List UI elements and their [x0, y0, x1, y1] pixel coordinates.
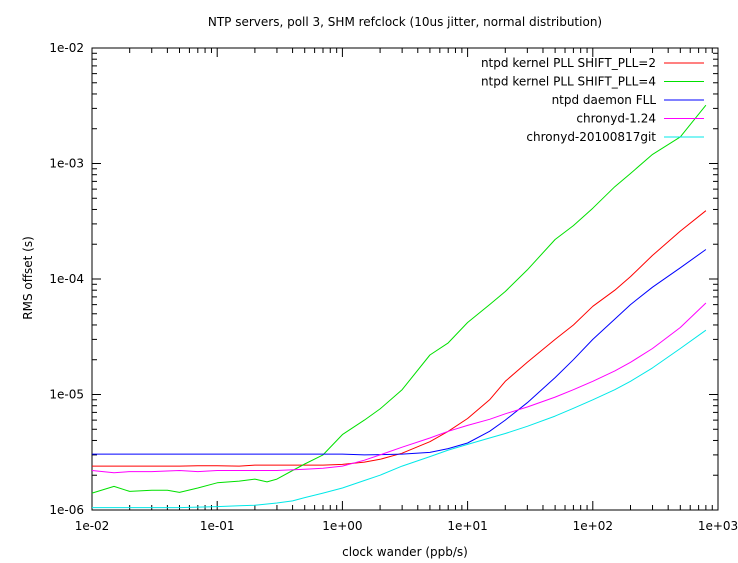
series-line-2	[91, 104, 707, 494]
x-tick-label: 1e+01	[447, 519, 487, 533]
x-tick-label: 1e+03	[698, 519, 738, 533]
series-line-1	[92, 210, 707, 467]
legend-label: chronyd-20100817git	[526, 130, 656, 144]
x-tick-label: 1e-01	[200, 519, 235, 533]
y-tick-label: 1e-06	[49, 503, 84, 517]
chart-title: NTP servers, poll 3, SHM refclock (10us …	[208, 15, 602, 29]
y-tick-label: 1e-03	[49, 157, 84, 171]
series-line-4	[91, 302, 707, 474]
x-tick-label: 1e-02	[75, 519, 110, 533]
y-axis-label: RMS offset (s)	[21, 236, 35, 320]
x-axis-label: clock wander (ppb/s)	[342, 545, 468, 559]
y-tick-label: 1e-04	[49, 272, 84, 286]
legend-label: ntpd kernel PLL SHIFT_PLL=4	[481, 75, 656, 89]
legend-label: ntpd kernel PLL SHIFT_PLL=2	[481, 56, 656, 70]
plot-area: 1e-02 1e-01 1e+00 1e+01 1e+02 1e+03 1e-06 1e-05…	[49, 41, 738, 533]
series-line-3	[92, 249, 707, 456]
series-line-5	[92, 329, 707, 509]
y-tick-label: 1e-05	[49, 388, 84, 402]
legend-label: ntpd daemon FLL	[552, 93, 657, 107]
y-tick-label: 1e-02	[49, 41, 84, 55]
x-tick-label: 1e+00	[322, 519, 362, 533]
x-tick-label: 1e+02	[573, 519, 613, 533]
legend-label: chronyd-1.24	[576, 112, 656, 126]
